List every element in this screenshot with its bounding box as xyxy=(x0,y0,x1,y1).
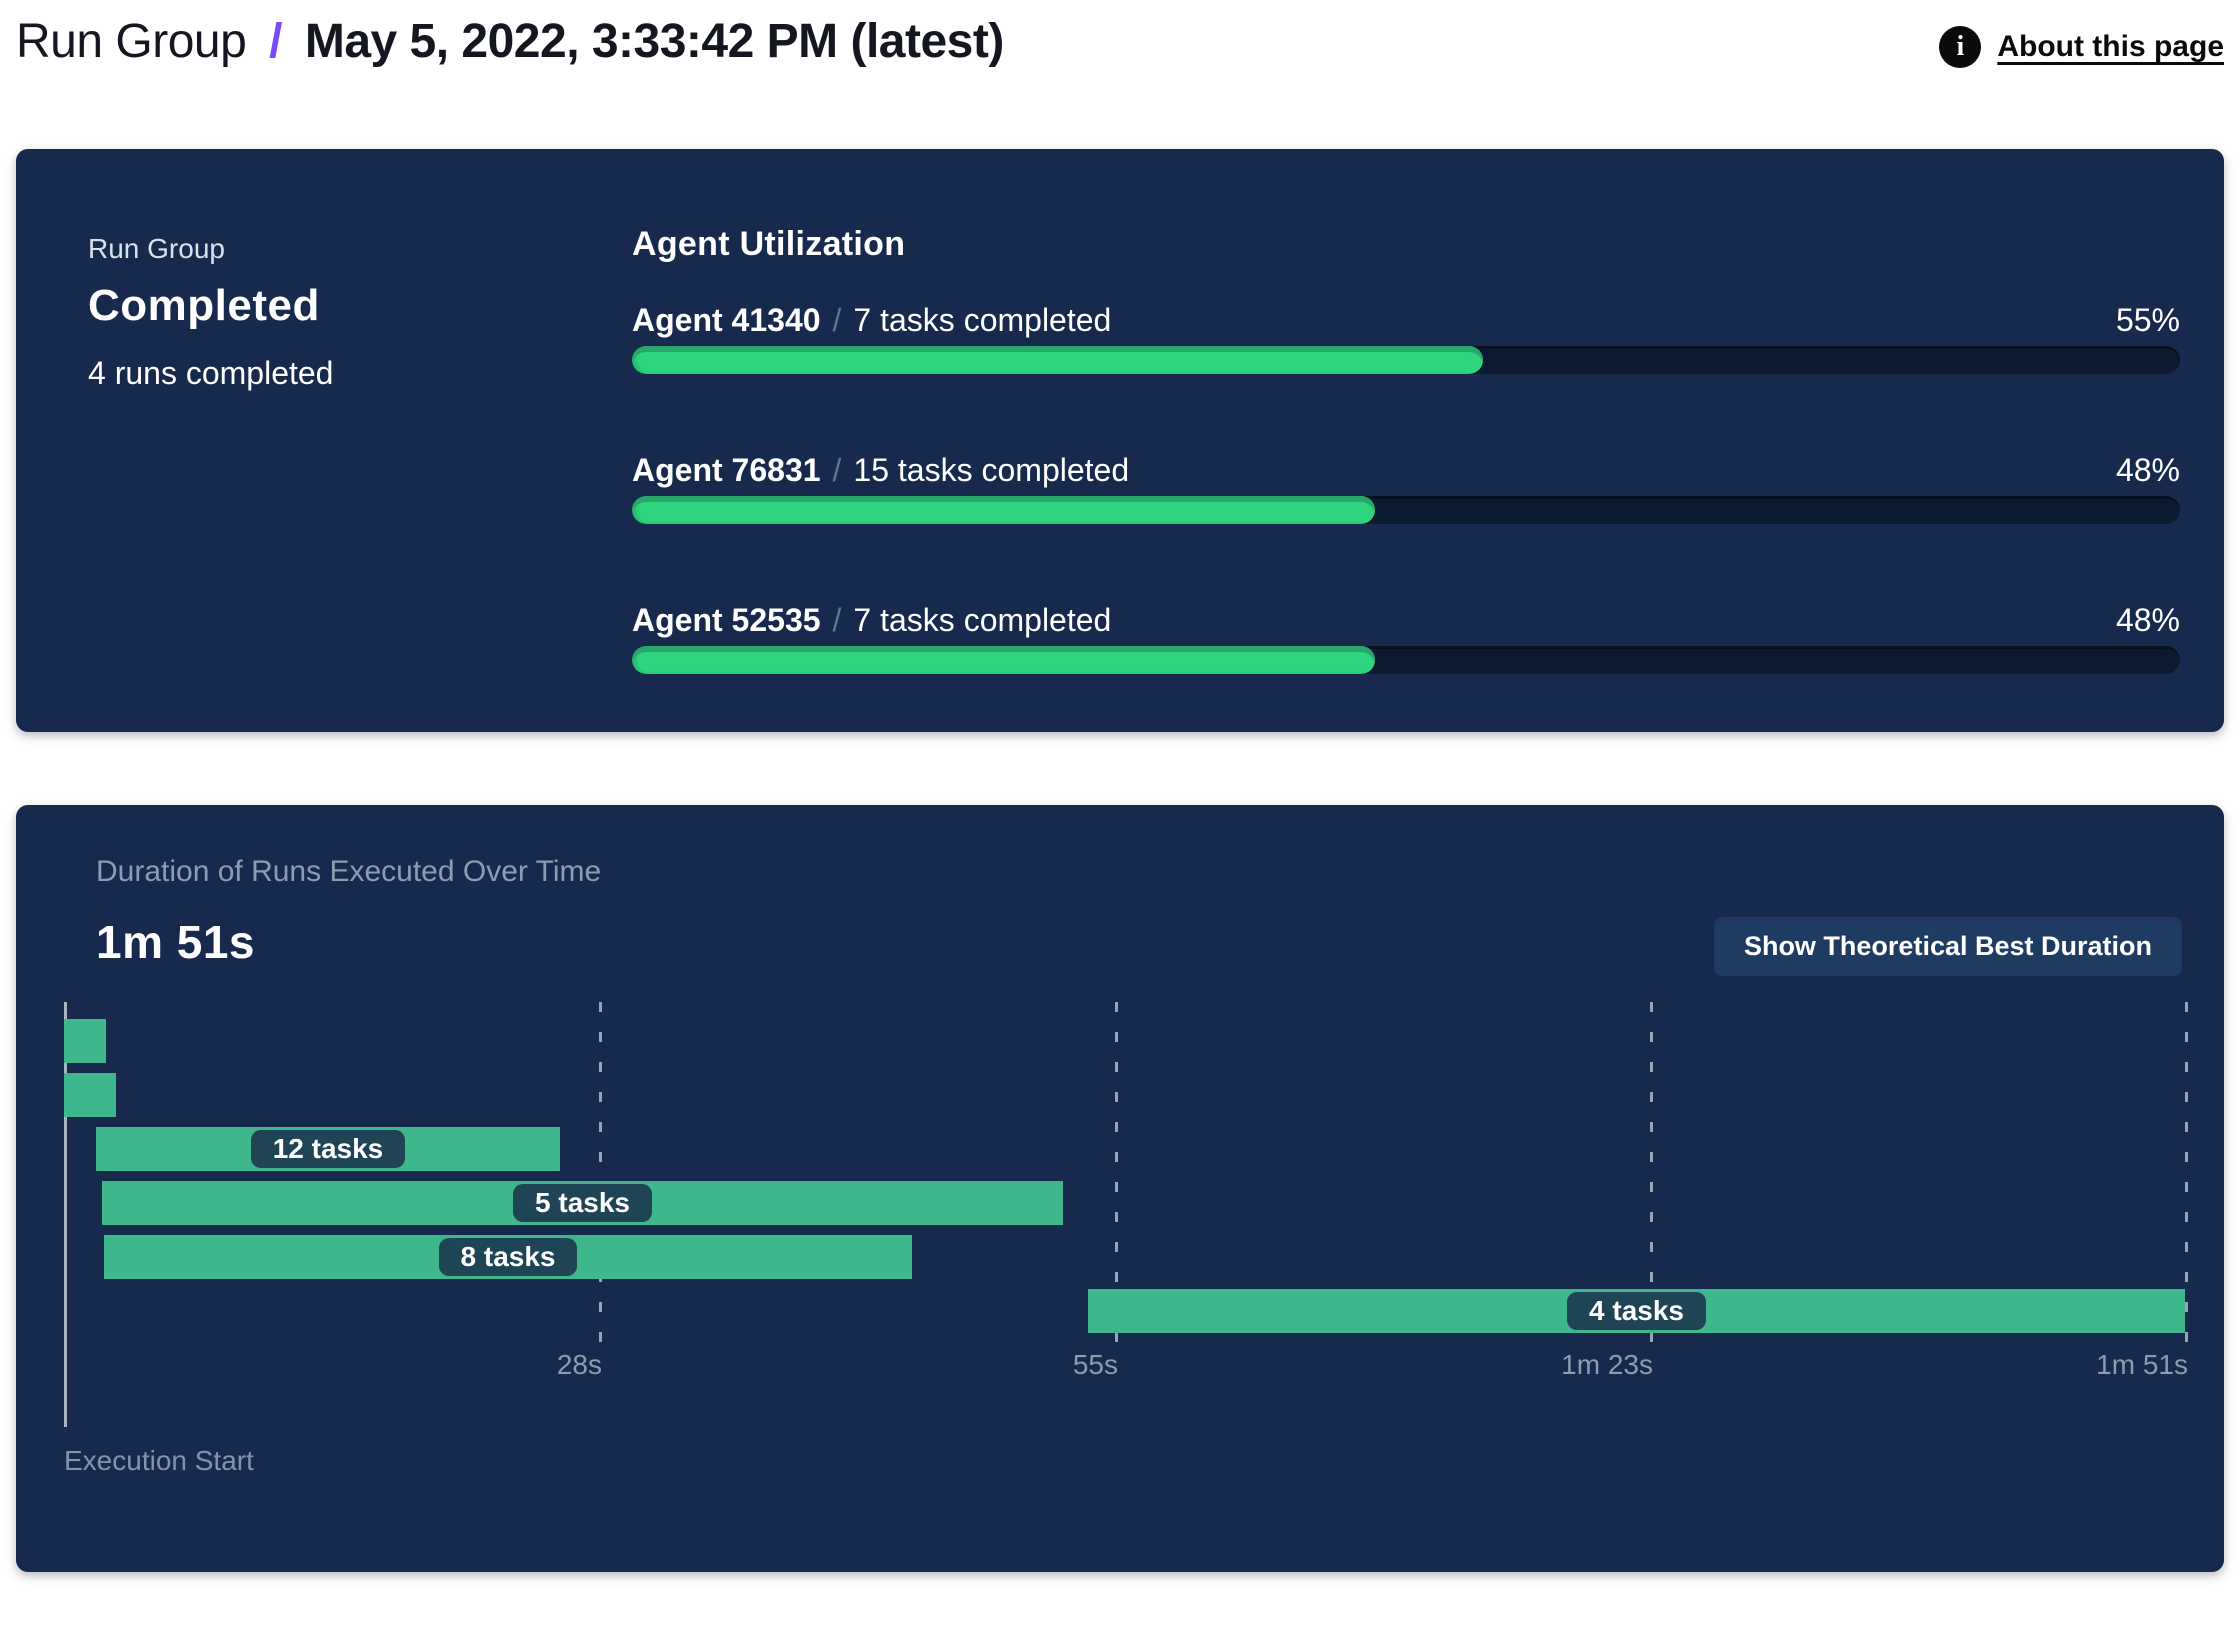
agent-utilization-track xyxy=(632,346,2180,374)
tick-label-55s: 55s xyxy=(1072,1349,1118,1380)
run-bar[interactable] xyxy=(64,1073,116,1117)
agent-utilization-fill xyxy=(632,496,1376,524)
run-group-label: Run Group xyxy=(88,233,225,264)
agent-label: Agent 76831 / 15 tasks completed xyxy=(632,452,1129,489)
run-group-status: Completed xyxy=(88,281,320,330)
gridline-28s xyxy=(599,1002,602,1342)
agent-label-line: Agent 76831 / 15 tasks completed 48% xyxy=(632,450,2180,490)
run-group-summary-card: Run Group Completed 4 runs completed Age… xyxy=(16,149,2224,732)
run-bar[interactable]: 4 tasks xyxy=(1088,1289,2185,1333)
agent-label-separator: / xyxy=(832,601,842,638)
agent-utilization-percent: 55% xyxy=(2115,301,2180,338)
run-task-count-chip: 12 tasks xyxy=(250,1130,406,1168)
agent-label: Agent 41340 / 7 tasks completed xyxy=(632,302,1111,339)
agent-label-line: Agent 41340 / 7 tasks completed 55% xyxy=(632,300,2180,340)
total-duration-value: 1m 51s xyxy=(96,916,256,968)
agent-id: Agent 76831 xyxy=(632,451,821,488)
run-group-status-column: Run Group Completed 4 runs completed xyxy=(88,225,632,732)
agent-label-separator: / xyxy=(832,451,842,488)
agent-utilization-track xyxy=(632,496,2180,524)
about-this-page-link[interactable]: About this page xyxy=(1997,30,2224,63)
run-bar[interactable]: 8 tasks xyxy=(104,1235,912,1279)
run-task-count-chip: 4 tasks xyxy=(1567,1292,1706,1330)
run-task-count-chip: 5 tasks xyxy=(513,1184,652,1222)
agent-utilization-rows: Agent 41340 / 7 tasks completed 55% Agent 76… xyxy=(632,300,2180,674)
agent-utilization-fill xyxy=(632,646,1376,674)
info-icon: i xyxy=(1939,26,1982,68)
breadcrumb-run-group[interactable]: Run Group xyxy=(16,15,247,68)
page-header: Run Group / May 5, 2022, 3:33:42 PM (lat… xyxy=(16,14,2224,69)
agent-id: Agent 41340 xyxy=(632,301,821,338)
agent-utilization-fill xyxy=(632,346,1484,374)
tick-label-1m51s: 1m 51s xyxy=(2096,1349,2188,1380)
agent-utilization-title: Agent Utilization xyxy=(632,225,906,263)
agent-label-separator: / xyxy=(832,301,842,338)
agent-tasks-completed: 7 tasks completed xyxy=(853,301,1112,338)
breadcrumb-separator: / xyxy=(269,15,282,68)
duration-chart-card: Duration of Runs Executed Over Time 1m 5… xyxy=(16,805,2224,1572)
execution-start-label: Execution Start xyxy=(64,1445,254,1476)
agent-utilization-row: Agent 52535 / 7 tasks completed 48% xyxy=(632,600,2180,674)
agent-utilization-section: Agent Utilization Agent 41340 / 7 tasks co… xyxy=(632,225,2180,732)
run-bar[interactable] xyxy=(64,1019,106,1063)
agent-utilization-row: Agent 76831 / 15 tasks completed 48% xyxy=(632,450,2180,524)
agent-label-line: Agent 52535 / 7 tasks completed 48% xyxy=(632,600,2180,640)
agent-tasks-completed: 15 tasks completed xyxy=(853,451,1130,488)
run-group-page: Run Group / May 5, 2022, 3:33:42 PM (lat… xyxy=(16,14,2224,1572)
agent-id: Agent 52535 xyxy=(632,601,821,638)
gantt-plot: Execution Start 28s 55s 1m 23s 1m 51s 12 tas… xyxy=(64,1002,2204,1482)
agent-tasks-completed: 7 tasks completed xyxy=(853,601,1112,638)
page-title: May 5, 2022, 3:33:42 PM (latest) xyxy=(304,15,1005,68)
run-task-count-chip: 8 tasks xyxy=(438,1238,578,1276)
tick-label-1m23s: 1m 23s xyxy=(1561,1349,1653,1380)
agent-utilization-track xyxy=(632,646,2180,674)
agent-label: Agent 52535 / 7 tasks completed xyxy=(632,602,1111,639)
gridline-1m23s xyxy=(1650,1002,1653,1342)
agent-utilization-percent: 48% xyxy=(2115,451,2180,488)
gridline-55s xyxy=(1115,1002,1118,1342)
duration-chart-title: Duration of Runs Executed Over Time xyxy=(96,855,602,888)
execution-start-axis-line xyxy=(64,1002,67,1427)
run-bar[interactable]: 5 tasks xyxy=(102,1181,1063,1225)
breadcrumb: Run Group / May 5, 2022, 3:33:42 PM (lat… xyxy=(16,14,1004,69)
show-theoretical-best-duration-button[interactable]: Show Theoretical Best Duration xyxy=(1713,917,2182,976)
agent-utilization-row: Agent 41340 / 7 tasks completed 55% xyxy=(632,300,2180,374)
about-this-page[interactable]: i About this page xyxy=(1939,26,2224,68)
runs-completed-count: 4 runs completed xyxy=(88,355,334,391)
run-bar[interactable]: 12 tasks xyxy=(96,1127,560,1171)
gridline-1m51s xyxy=(2185,1002,2188,1342)
agent-utilization-percent: 48% xyxy=(2115,601,2180,638)
tick-label-28s: 28s xyxy=(556,1349,602,1380)
